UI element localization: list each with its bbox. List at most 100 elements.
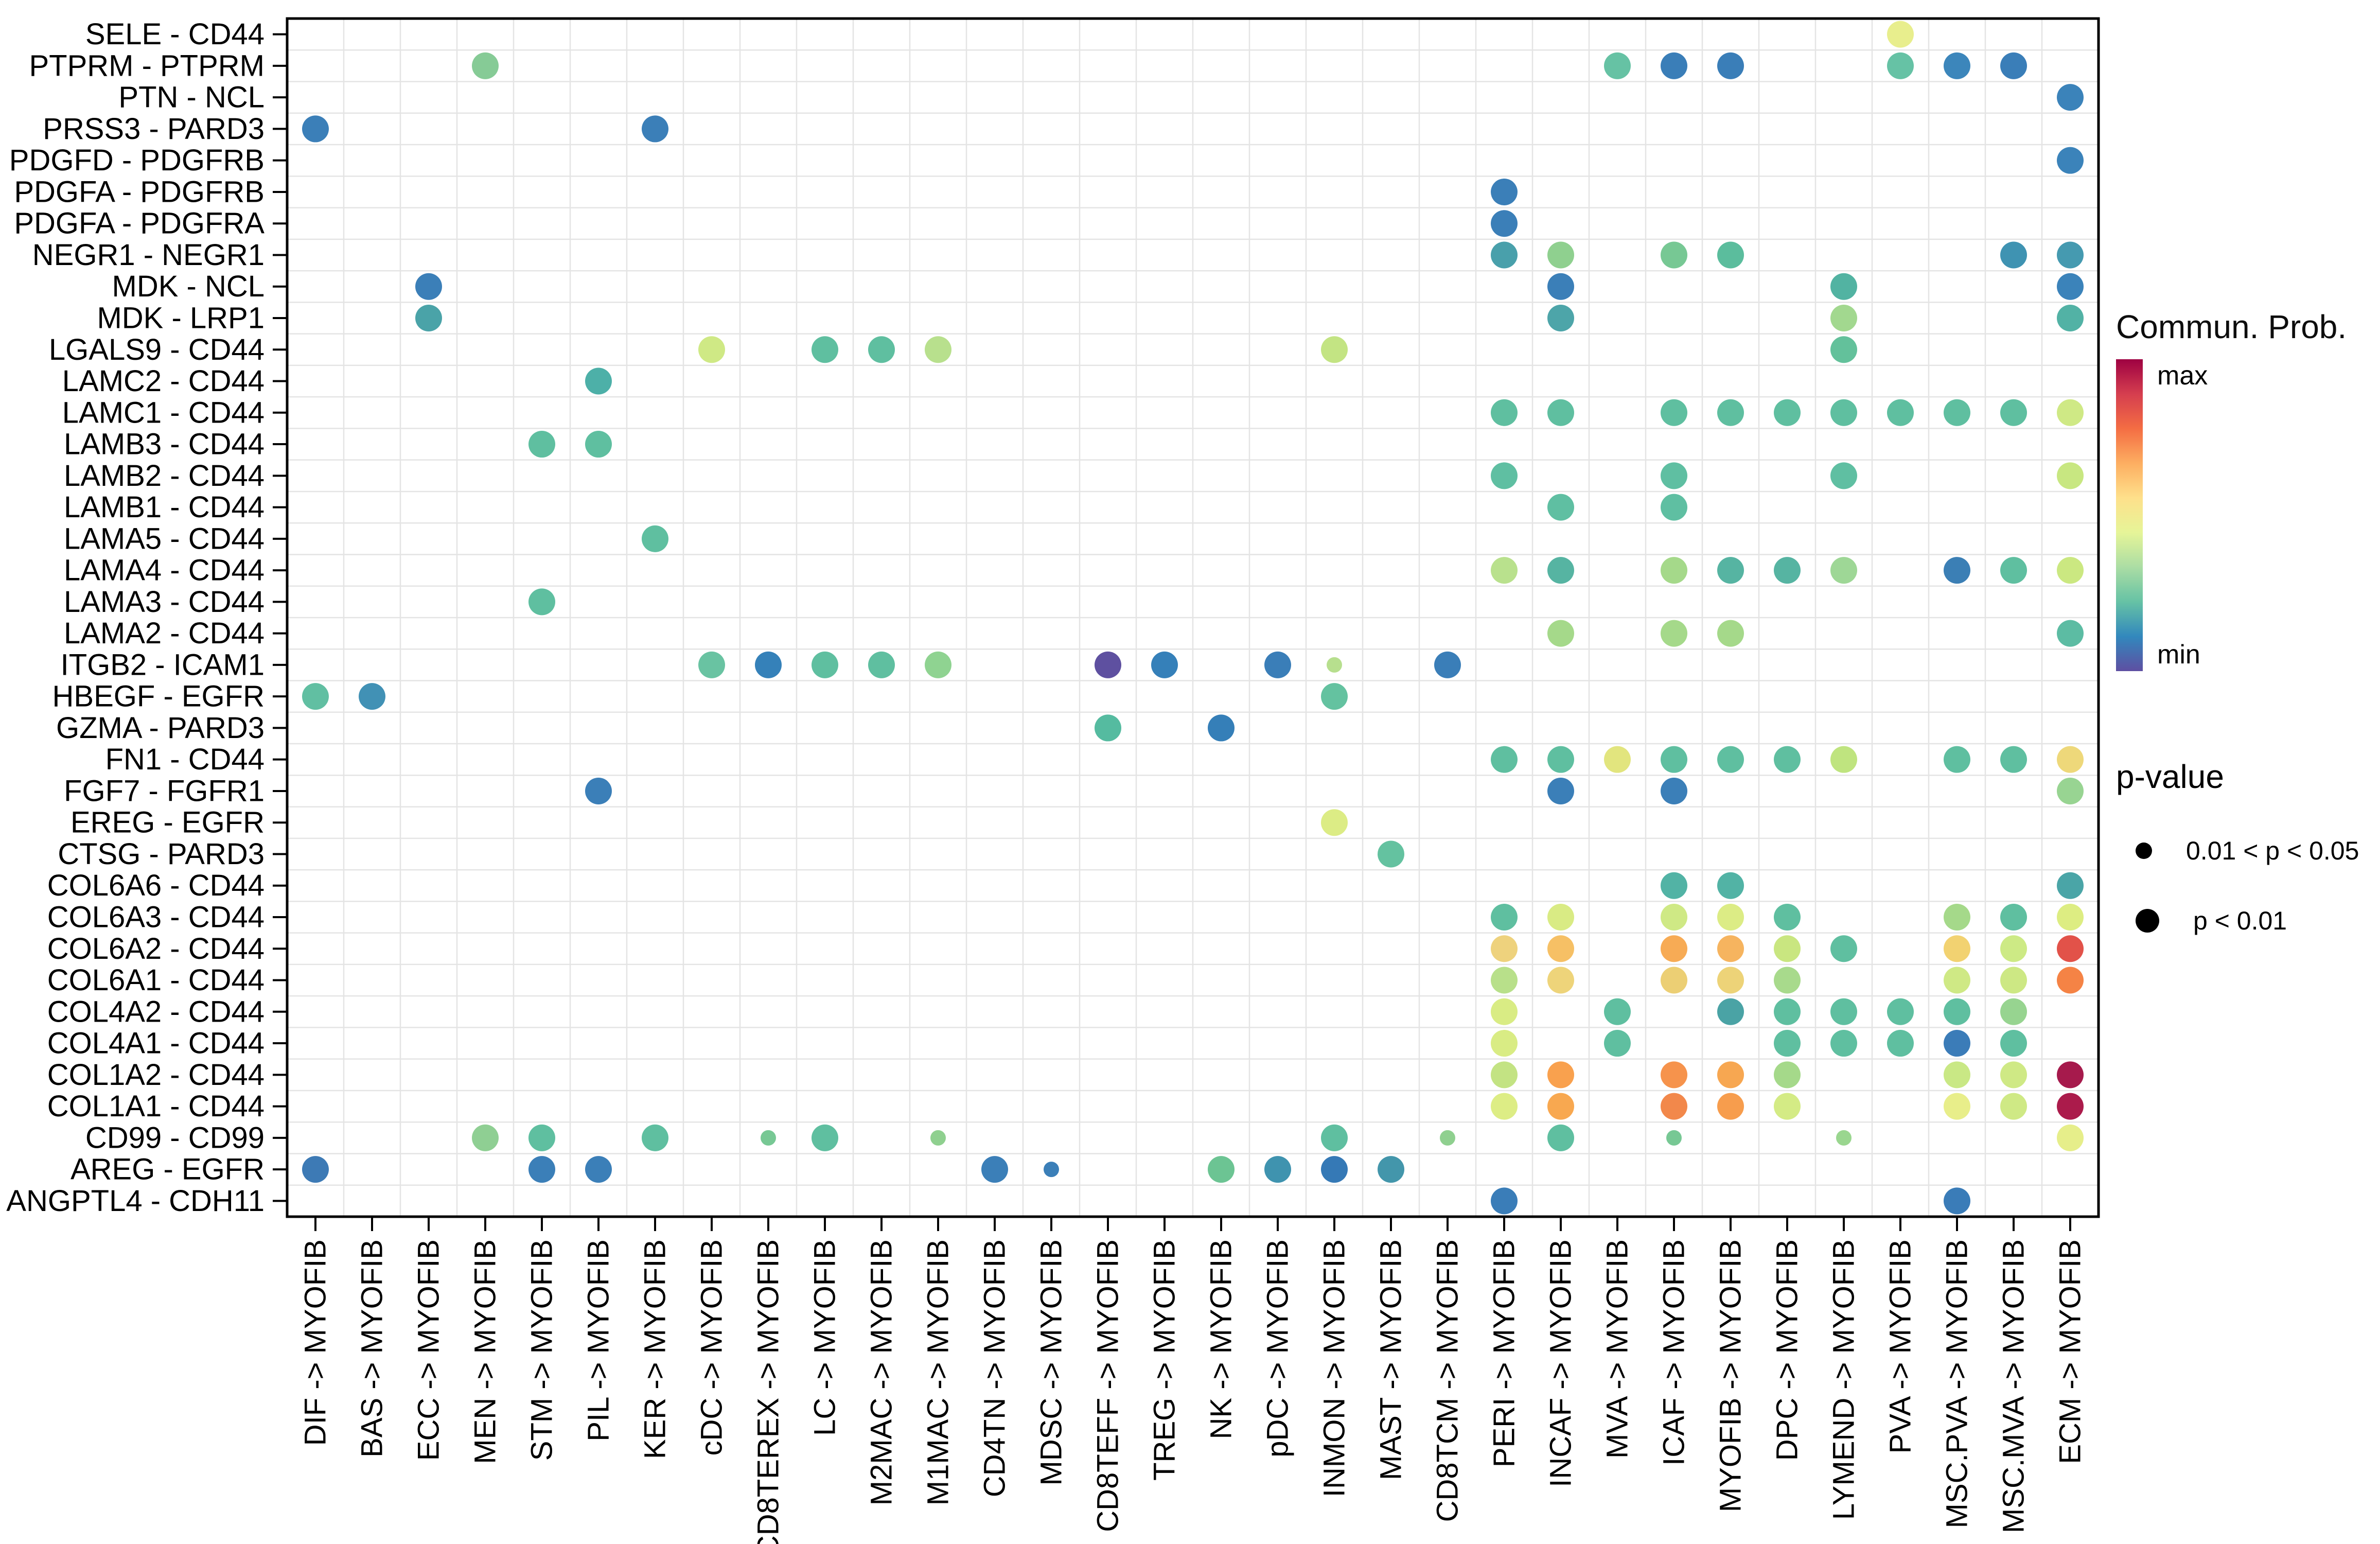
data-dot [2057, 935, 2084, 962]
y-axis-label: HBEGF - EGFR [52, 680, 265, 713]
data-dot [1604, 746, 1631, 773]
data-dot [528, 1124, 555, 1151]
data-dot [1944, 1030, 1970, 1057]
y-axis-label: PTPRM - PTPRM [29, 49, 265, 82]
data-dot [1717, 935, 1744, 962]
data-dot [2000, 557, 2027, 584]
data-dot [1321, 809, 1348, 836]
data-dot [2057, 620, 2084, 647]
pvalue-small-label: 0.01 < p < 0.05 [2186, 836, 2359, 865]
data-dot [2057, 967, 2084, 994]
x-axis-label: M1MAC -> MYOFIB [922, 1239, 955, 1505]
data-dot [1830, 462, 1857, 489]
data-dot [1547, 935, 1574, 962]
y-axis-label: PDGFD - PDGFRB [9, 144, 265, 177]
data-dot [2057, 557, 2084, 584]
data-dot [1095, 714, 1121, 742]
y-axis-label: PDGFA - PDGFRB [14, 175, 265, 208]
data-dot [925, 651, 951, 678]
x-axis-label: NK -> MYOFIB [1205, 1239, 1238, 1439]
y-axis-label: COL6A1 - CD44 [47, 963, 265, 997]
data-dot [1944, 52, 1970, 79]
data-dot [930, 1130, 946, 1146]
x-axis-label: PERI -> MYOFIB [1488, 1239, 1521, 1467]
data-dot [1440, 1130, 1455, 1146]
y-axis-label: COL6A6 - CD44 [47, 869, 265, 902]
data-dot [2057, 147, 2084, 174]
data-dot [1661, 494, 1687, 521]
data-dot [642, 525, 668, 552]
data-dot [1547, 777, 1574, 804]
data-dot [1547, 746, 1574, 773]
x-axis-label: DPC -> MYOFIB [1771, 1239, 1804, 1461]
data-dot [1661, 399, 1687, 426]
data-dot [1491, 462, 1518, 489]
data-dot [1717, 241, 1744, 269]
data-dot [302, 683, 329, 710]
y-axis-label: LAMB3 - CD44 [64, 428, 265, 461]
data-dot [585, 1156, 612, 1183]
data-dot [2057, 746, 2084, 773]
data-dot [1774, 1061, 1801, 1089]
colorbar-min-label: min [2157, 640, 2200, 670]
data-dot [2000, 1093, 2027, 1120]
data-dot [812, 336, 838, 363]
data-dot [2000, 967, 2027, 994]
data-dot [1944, 998, 1970, 1025]
y-axis-label: PDGFA - PDGFRA [14, 207, 265, 240]
y-axis-label: AREG - EGFR [70, 1153, 265, 1186]
data-dot [1944, 399, 1970, 426]
data-dot [981, 1156, 1008, 1183]
large-dot-icon [2136, 909, 2159, 933]
y-axis-label: FGF7 - FGFR1 [64, 774, 265, 808]
data-dot [1491, 1061, 1518, 1089]
x-axis-label: DIF -> MYOFIB [299, 1239, 332, 1446]
x-axis-label: TREG -> MYOFIB [1148, 1239, 1182, 1481]
x-axis-label: MSC.PVA -> MYOFIB [1941, 1239, 1974, 1528]
data-dot [1491, 998, 1518, 1025]
data-dot [1661, 52, 1687, 79]
data-dot [1661, 746, 1687, 773]
data-dot [1661, 620, 1687, 647]
y-axis-label: NEGR1 - NEGR1 [32, 238, 265, 272]
data-dot [1547, 273, 1574, 300]
data-dot [1717, 967, 1744, 994]
data-dot [415, 305, 442, 331]
data-dot [1434, 651, 1461, 678]
y-axis-label: LAMC2 - CD44 [62, 364, 265, 398]
data-dot [1547, 620, 1574, 647]
y-axis-label: LGALS9 - CD44 [49, 333, 265, 366]
x-axis-label: LYMEND -> MYOFIB [1827, 1239, 1861, 1520]
data-dot [2057, 84, 2084, 111]
y-axis-label: EREG - EGFR [70, 806, 265, 839]
y-axis-label: COL1A1 - CD44 [47, 1090, 265, 1123]
small-dot-icon [2136, 843, 2152, 859]
legend: Commun. Prob. max min p-value 0.01 < p <… [2116, 308, 2376, 936]
data-dot [2000, 241, 2027, 269]
x-axis-label: MYOFIB -> MYOFIB [1714, 1239, 1748, 1512]
data-dot [1378, 840, 1404, 868]
data-dot [2057, 399, 2084, 426]
y-axis-label: GZMA - PARD3 [56, 711, 265, 745]
data-dot [1717, 746, 1744, 773]
x-axis-label: CD8TCM -> MYOFIB [1431, 1239, 1465, 1522]
data-dot [2057, 305, 2084, 331]
data-dot [1830, 557, 1857, 584]
data-dot [1547, 967, 1574, 994]
data-dot [1774, 967, 1801, 994]
data-dot [1774, 399, 1801, 426]
data-dot [1661, 1093, 1687, 1120]
data-dot [761, 1130, 776, 1146]
x-axis-label: LC -> MYOFIB [808, 1239, 842, 1436]
x-axis-label: pDC -> MYOFIB [1261, 1239, 1295, 1458]
data-dot [1836, 1130, 1852, 1146]
data-dot [1321, 336, 1348, 363]
data-dot [1774, 557, 1801, 584]
data-dot [1774, 1093, 1801, 1120]
data-dot [2057, 1061, 2084, 1089]
y-axis-label: FN1 - CD44 [105, 743, 265, 776]
data-dot [2000, 904, 2027, 931]
data-dot [2057, 872, 2084, 899]
x-axis-label: CD8TEFF -> MYOFIB [1091, 1239, 1125, 1532]
